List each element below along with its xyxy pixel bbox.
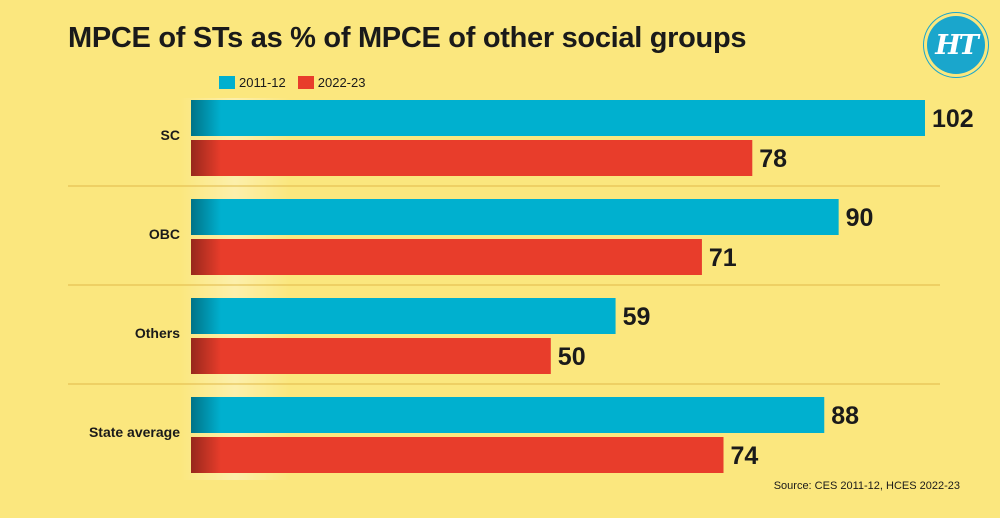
value-label-others-2011-12: 59 [623,303,651,331]
bar-state-average-2011-12 [191,397,825,433]
category-label-state-average: State average [89,424,180,440]
value-label-state-average-2022-23: 74 [731,442,759,470]
category-label-sc: SC [161,127,180,143]
legend-item-2011: 2011-12 [219,75,286,90]
bar-others-2011-12 [191,298,616,334]
bar-obc-2011-12 [191,199,839,235]
labels: SC 102 78 OBC 90 71 Others 59 50 State average 88 7… [89,105,974,470]
ht-logo: HT [927,16,985,74]
bar-state-average-2022-23 [191,437,724,473]
bar-shade [191,437,221,473]
bar-shade [191,100,221,136]
bar-shade [191,338,221,374]
legend-item-2022: 2022-23 [297,75,366,90]
bar-shade [191,199,221,235]
chart-title: MPCE of STs as % of MPCE of other social… [68,22,747,54]
legend-label-2011: 2011-12 [239,75,286,90]
category-label-obc: OBC [149,226,180,242]
logo-text: HT [935,29,979,61]
source-note: Source: CES 2011-12, HCES 2022-23 [773,480,960,492]
value-label-obc-2011-12: 90 [846,204,874,232]
bar-obc-2022-23 [191,239,702,275]
bar-shade [191,397,221,433]
legend-swatch-2011 [219,76,235,89]
value-label-others-2022-23: 50 [558,343,586,371]
value-label-state-average-2011-12: 88 [831,402,859,430]
value-label-sc-2011-12: 102 [932,105,974,133]
bar-shade [191,239,221,275]
value-label-obc-2022-23: 71 [709,244,737,272]
bars [191,100,925,473]
legend-swatch-2022 [297,76,314,89]
legend-label-2022: 2022-23 [317,75,366,90]
bar-shade [191,298,221,334]
bar-others-2022-23 [191,338,551,374]
legend: 2011-12 2022-23 [219,75,365,90]
bar-sc-2011-12 [191,100,925,136]
bar-shade [191,140,221,176]
bar-sc-2022-23 [191,140,753,176]
group-separators [68,185,940,385]
category-label-others: Others [135,325,180,341]
value-label-sc-2022-23: 78 [759,145,787,173]
